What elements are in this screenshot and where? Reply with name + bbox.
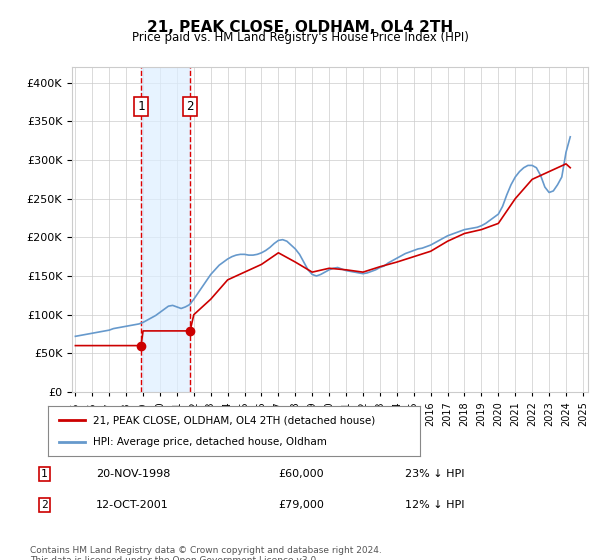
Text: 2: 2 (41, 500, 48, 510)
Bar (141, 67, 190, 392)
Text: 12-OCT-2001: 12-OCT-2001 (96, 500, 169, 510)
Text: 2: 2 (187, 100, 194, 113)
Text: 21, PEAK CLOSE, OLDHAM, OL4 2TH: 21, PEAK CLOSE, OLDHAM, OL4 2TH (147, 20, 453, 35)
Text: 1: 1 (41, 469, 48, 479)
Text: 23% ↓ HPI: 23% ↓ HPI (406, 469, 465, 479)
Text: Contains HM Land Registry data © Crown copyright and database right 2024.
This d: Contains HM Land Registry data © Crown c… (30, 546, 382, 560)
Text: HPI: Average price, detached house, Oldham: HPI: Average price, detached house, Oldh… (92, 437, 326, 447)
Text: 12% ↓ HPI: 12% ↓ HPI (406, 500, 465, 510)
Text: Price paid vs. HM Land Registry's House Price Index (HPI): Price paid vs. HM Land Registry's House … (131, 31, 469, 44)
Text: 21, PEAK CLOSE, OLDHAM, OL4 2TH (detached house): 21, PEAK CLOSE, OLDHAM, OL4 2TH (detache… (92, 415, 375, 425)
Text: £60,000: £60,000 (278, 469, 324, 479)
Text: £79,000: £79,000 (278, 500, 324, 510)
Text: 1: 1 (137, 100, 145, 113)
Text: 20-NOV-1998: 20-NOV-1998 (96, 469, 170, 479)
